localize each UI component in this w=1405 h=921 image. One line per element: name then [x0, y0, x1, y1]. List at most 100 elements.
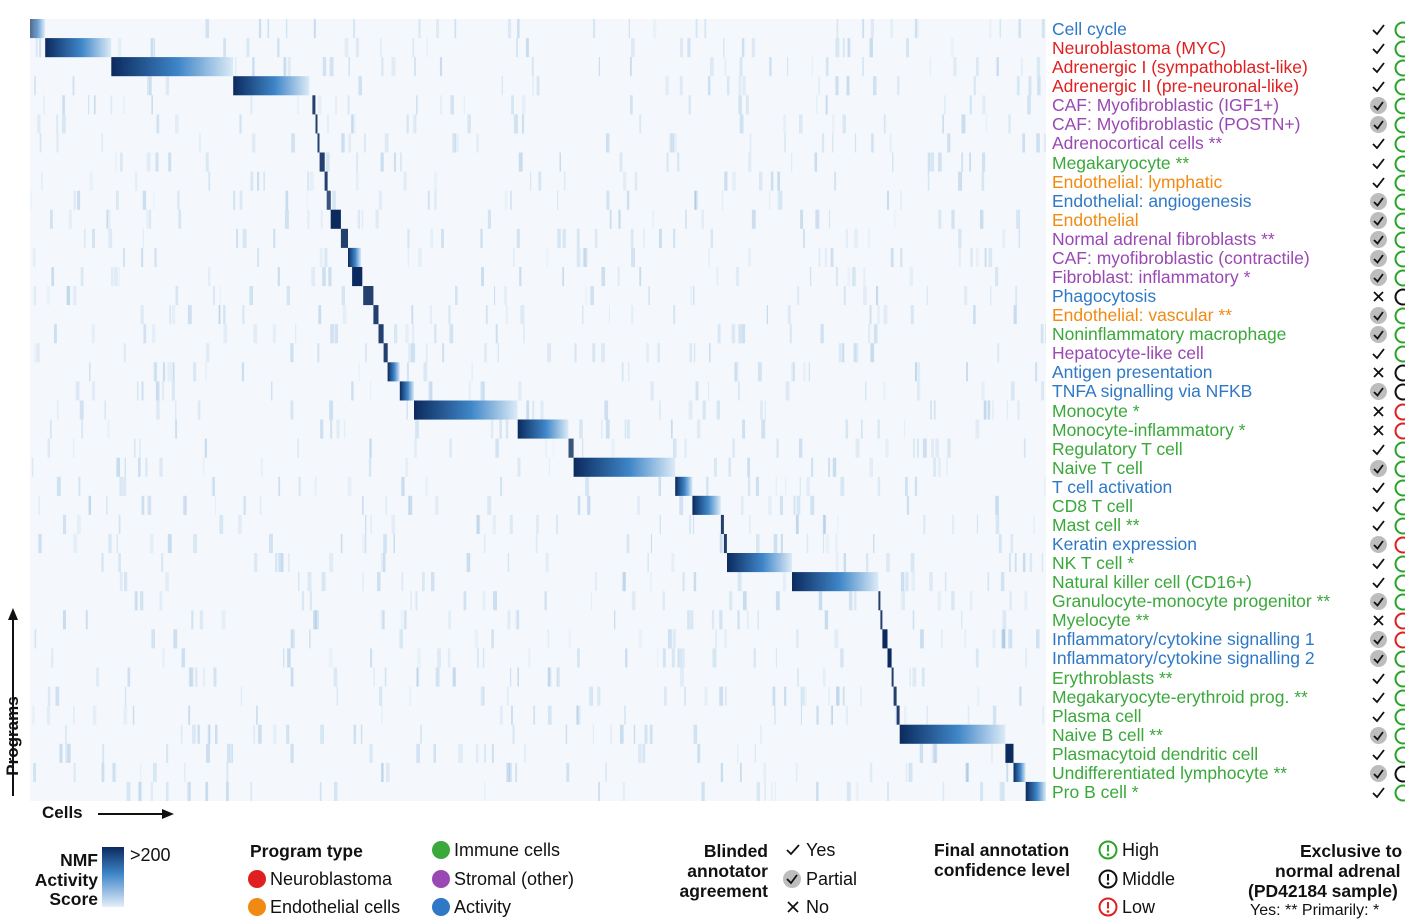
partial-check-icon	[1368, 459, 1388, 478]
x-axis-label: Cells	[42, 803, 83, 823]
legend-endothelial: Endothelial cells	[248, 897, 400, 917]
confidence-low-icon	[1394, 631, 1405, 649]
marker-row	[1368, 20, 1405, 39]
legend-activity: Activity	[432, 897, 511, 917]
program-label: Naive T cell	[1052, 459, 1143, 478]
confidence-high-icon	[1394, 708, 1405, 726]
program-label: TNFA signalling via NFKB	[1052, 382, 1252, 401]
confidence-high-icon	[1394, 574, 1405, 592]
partial-check-icon	[1368, 726, 1388, 745]
heatmap-block	[1026, 782, 1046, 801]
marker-row	[1368, 173, 1405, 192]
confidence-high-icon	[1394, 193, 1405, 211]
check-icon	[1368, 154, 1388, 173]
confidence-middle-icon	[1394, 288, 1405, 306]
heatmap-block	[320, 153, 325, 172]
marker-row	[1368, 421, 1405, 440]
heatmap-block	[348, 248, 361, 267]
legend-agreement-yes: Yes	[784, 840, 835, 860]
heatmap-block	[721, 515, 724, 534]
confidence-high-icon	[1394, 97, 1405, 115]
heatmap-block	[111, 57, 233, 76]
legend-agreement-no: No	[784, 897, 829, 917]
heatmap-block	[352, 267, 362, 286]
program-label: Endothelial: lymphatic	[1052, 173, 1222, 192]
cross-icon	[1368, 363, 1388, 382]
confidence-low-icon	[1394, 403, 1405, 421]
heatmap-block	[792, 572, 878, 591]
program-label: Naive B cell **	[1052, 726, 1163, 745]
heatmap-block	[331, 210, 341, 229]
check-icon	[1368, 440, 1388, 459]
program-label: CAF: myofibroblastic (contractile)	[1052, 249, 1310, 268]
heatmap-block	[569, 439, 574, 458]
heatmap-block	[1005, 744, 1013, 763]
marker-row	[1368, 134, 1405, 153]
program-label: Natural killer cell (CD16+)	[1052, 573, 1252, 592]
confidence-low-icon	[1394, 536, 1405, 554]
marker-row	[1368, 745, 1405, 764]
partial-check-icon	[1368, 306, 1388, 325]
marker-row	[1368, 363, 1405, 382]
nmf-legend-title-2: Activity	[24, 870, 98, 890]
annotation-markers	[1368, 20, 1405, 810]
heatmap-block	[727, 553, 792, 572]
marker-row	[1368, 783, 1405, 802]
partial-check-icon	[1368, 249, 1388, 268]
exclusive-legend-note: Yes: ** Primarily: *	[1250, 901, 1379, 921]
program-label: Noninflammatory macrophage	[1052, 325, 1286, 344]
partial-check-icon	[1368, 268, 1388, 287]
nmf-legend-title-1: NMF	[52, 850, 98, 870]
nmf-max-label: >200	[130, 845, 171, 865]
exclusive-legend-title-2: normal adrenal	[1275, 861, 1400, 881]
high-confidence-icon	[1098, 840, 1118, 860]
heatmap-block	[45, 38, 111, 57]
heatmap-block	[388, 362, 400, 381]
program-label: Cell cycle	[1052, 20, 1127, 39]
marker-row	[1368, 764, 1405, 783]
confidence-high-icon	[1394, 689, 1405, 707]
marker-row	[1368, 154, 1405, 173]
check-icon	[1368, 173, 1388, 192]
confidence-legend-title-2: confidence level	[934, 860, 1070, 880]
marker-row	[1368, 478, 1405, 497]
program-label: T cell activation	[1052, 478, 1172, 497]
legend-neuroblastoma: Neuroblastoma	[248, 869, 392, 889]
heatmap-block	[1014, 763, 1026, 782]
program-label: Neuroblastoma (MYC)	[1052, 39, 1226, 58]
middle-confidence-icon	[1098, 869, 1118, 889]
partial-check-icon	[1368, 115, 1388, 134]
confidence-high-icon	[1394, 650, 1405, 668]
legend-agreement-partial: Partial	[782, 869, 857, 889]
heatmap-block	[724, 534, 727, 553]
cross-icon	[1368, 611, 1388, 630]
program-label: Pro B cell *	[1052, 783, 1139, 802]
program-label: Granulocyte-monocyte progenitor **	[1052, 592, 1330, 611]
heatmap-block	[414, 401, 518, 420]
program-label: Mast cell **	[1052, 516, 1140, 535]
confidence-high-icon	[1394, 517, 1405, 535]
x-axis-arrow	[98, 805, 176, 823]
marker-row	[1368, 516, 1405, 535]
low-confidence-icon	[1098, 897, 1118, 917]
cross-icon	[1368, 421, 1388, 440]
legend-immune: Immune cells	[432, 840, 560, 860]
confidence-high-icon	[1394, 326, 1405, 344]
program-label: Monocyte-inflammatory *	[1052, 421, 1246, 440]
confidence-high-icon	[1394, 250, 1405, 268]
partial-check-icon	[1368, 649, 1388, 668]
confidence-high-icon	[1394, 135, 1405, 153]
program-label: Keratin expression	[1052, 535, 1197, 554]
check-icon	[1368, 497, 1388, 516]
confidence-high-icon	[1394, 116, 1405, 134]
confidence-high-icon	[1394, 746, 1405, 764]
heatmap-block	[325, 172, 328, 191]
heatmap-block	[897, 706, 900, 725]
marker-row	[1368, 268, 1405, 287]
program-label: CD8 T cell	[1052, 497, 1133, 516]
heatmap-block	[400, 381, 414, 400]
confidence-high-icon	[1394, 593, 1405, 611]
marker-row	[1368, 382, 1405, 401]
check-icon	[1368, 707, 1388, 726]
marker-row	[1368, 58, 1405, 77]
